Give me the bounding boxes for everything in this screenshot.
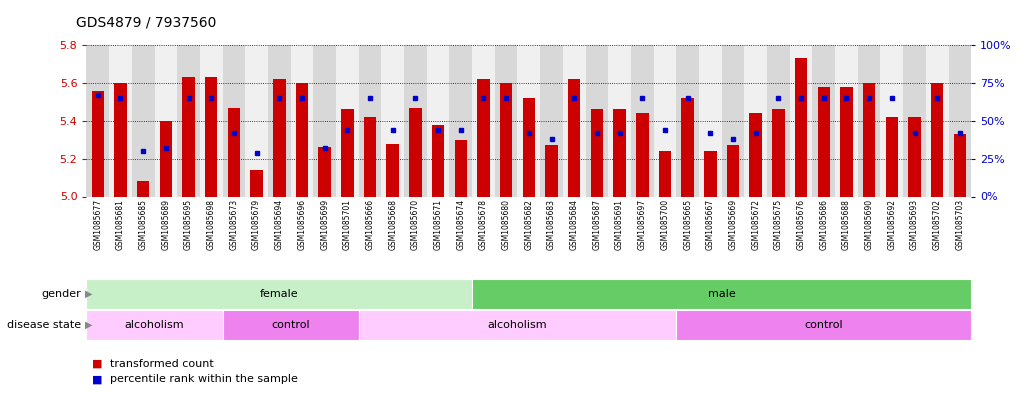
Bar [500, 83, 513, 196]
Bar [881, 45, 903, 196]
Bar [750, 113, 762, 196]
Text: ▶: ▶ [85, 320, 93, 330]
Bar [86, 45, 109, 196]
Bar [386, 143, 399, 196]
Bar [654, 45, 676, 196]
Bar [518, 45, 540, 196]
Bar [313, 45, 336, 196]
Bar [608, 45, 631, 196]
Bar [567, 79, 581, 196]
Bar [862, 83, 876, 196]
Bar [772, 110, 785, 196]
Bar [359, 45, 381, 196]
Bar [228, 108, 240, 196]
Bar [267, 45, 291, 196]
Bar [818, 87, 830, 196]
Bar [477, 79, 490, 196]
Bar [450, 45, 472, 196]
Bar [925, 45, 949, 196]
Bar [114, 83, 127, 196]
Bar [931, 83, 944, 196]
Bar [381, 45, 404, 196]
Bar [273, 79, 286, 196]
Text: ■: ■ [92, 374, 102, 384]
Bar [495, 45, 518, 196]
Text: female: female [260, 289, 299, 299]
Bar [790, 45, 813, 196]
Bar [857, 45, 881, 196]
Bar [949, 45, 971, 196]
Bar [954, 134, 966, 196]
Bar [545, 145, 557, 196]
Bar [359, 310, 676, 340]
Bar [109, 45, 132, 196]
Text: percentile rank within the sample: percentile rank within the sample [110, 374, 298, 384]
Bar [727, 145, 739, 196]
Bar [223, 310, 359, 340]
Bar [562, 45, 586, 196]
Bar [427, 45, 450, 196]
Bar [540, 45, 562, 196]
Bar [296, 83, 308, 196]
Bar [409, 108, 422, 196]
Bar [908, 117, 920, 196]
Text: alcoholism: alcoholism [125, 320, 184, 330]
Bar [223, 45, 245, 196]
Text: disease state: disease state [7, 320, 81, 330]
Text: transformed count: transformed count [110, 358, 214, 369]
Bar [455, 140, 467, 196]
Bar [472, 45, 495, 196]
Bar [636, 113, 649, 196]
Bar [160, 121, 172, 196]
Bar [364, 117, 376, 196]
Bar [676, 310, 971, 340]
Bar [659, 151, 671, 196]
Bar [155, 45, 177, 196]
Text: male: male [708, 289, 735, 299]
Text: control: control [804, 320, 843, 330]
Bar [903, 45, 925, 196]
Bar [840, 87, 852, 196]
Bar [432, 125, 444, 196]
Bar [886, 117, 898, 196]
Bar [341, 110, 354, 196]
Bar [795, 59, 807, 196]
Bar [591, 110, 603, 196]
Text: ▶: ▶ [85, 289, 93, 299]
Bar [586, 45, 608, 196]
Bar [205, 77, 218, 196]
Bar [767, 45, 790, 196]
Bar [523, 98, 535, 196]
Bar [245, 45, 267, 196]
Bar [813, 45, 835, 196]
Bar [404, 45, 427, 196]
Bar [182, 77, 195, 196]
Bar [291, 45, 313, 196]
Bar [676, 45, 699, 196]
Text: gender: gender [42, 289, 81, 299]
Bar [250, 170, 262, 196]
Bar [835, 45, 857, 196]
Bar [681, 98, 694, 196]
Bar [704, 151, 717, 196]
Text: ■: ■ [92, 358, 102, 369]
Text: control: control [272, 320, 310, 330]
Bar [200, 45, 223, 196]
Bar [177, 45, 200, 196]
Bar [613, 110, 625, 196]
Bar [744, 45, 767, 196]
Text: alcoholism: alcoholism [488, 320, 547, 330]
Text: GDS4879 / 7937560: GDS4879 / 7937560 [76, 16, 217, 30]
Bar [137, 181, 149, 196]
Bar [86, 310, 223, 340]
Bar [92, 91, 104, 196]
Bar [722, 45, 744, 196]
Bar [132, 45, 155, 196]
Bar [631, 45, 654, 196]
Bar [336, 45, 359, 196]
Bar [318, 147, 331, 196]
Bar [86, 279, 472, 309]
Bar [472, 279, 971, 309]
Bar [699, 45, 722, 196]
